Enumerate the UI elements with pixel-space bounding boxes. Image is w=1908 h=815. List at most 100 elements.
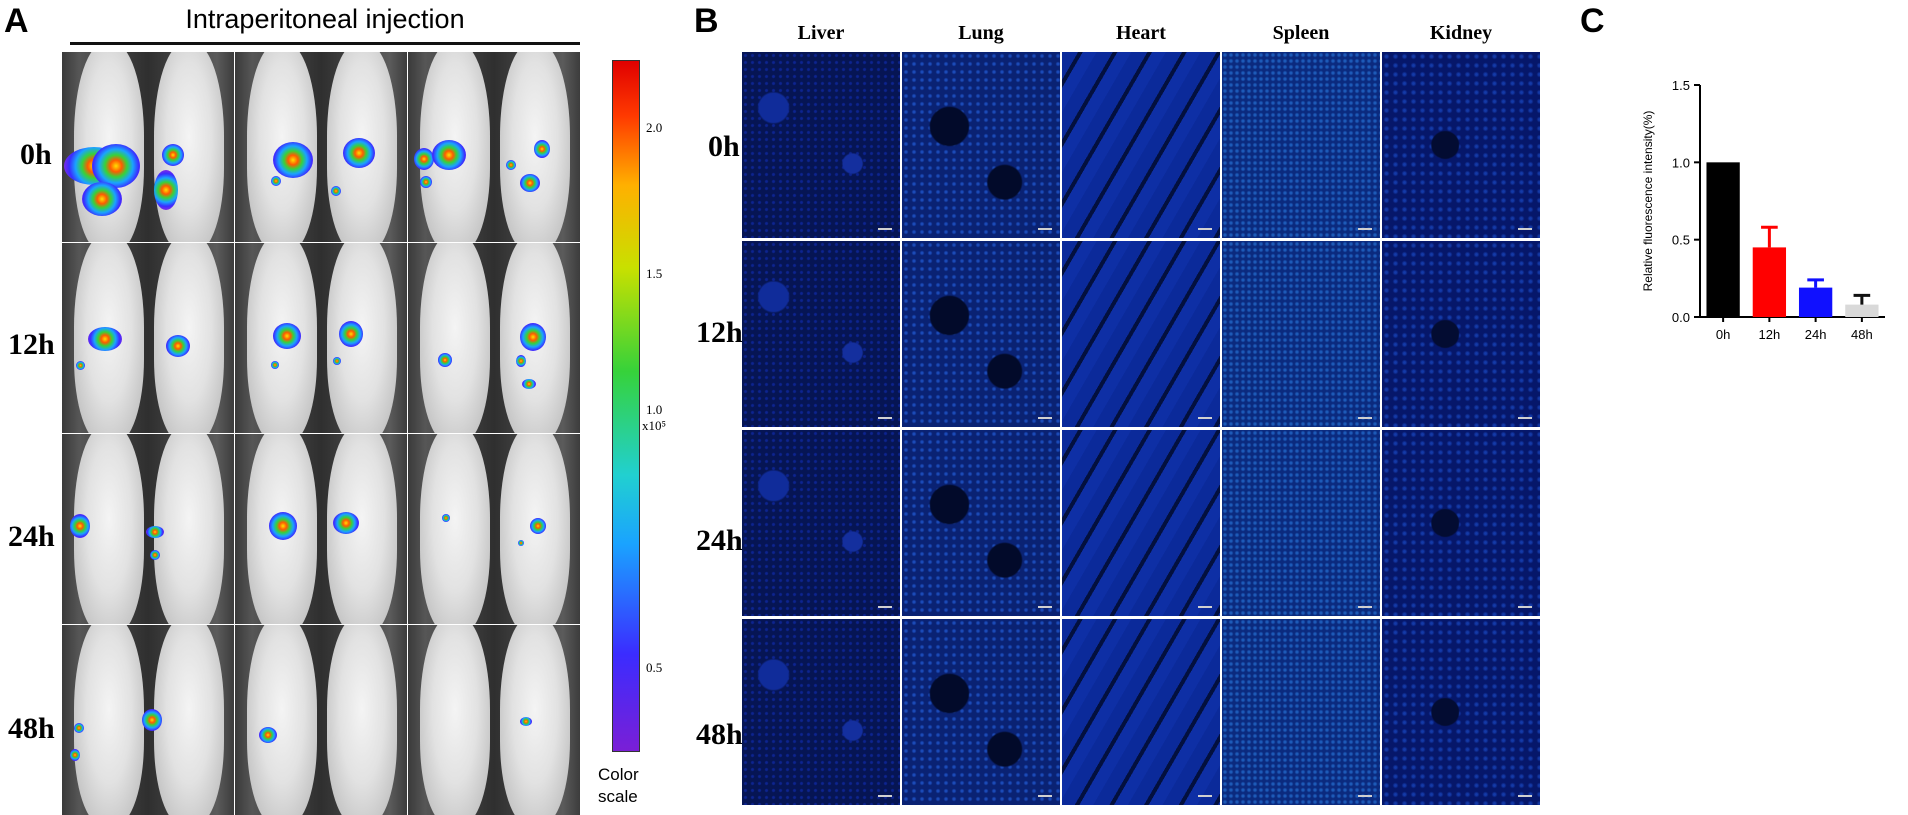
color-scale-tick: 2.0 [646, 120, 663, 135]
fluorescence-signal [333, 357, 341, 365]
fluorescence-signal [442, 514, 450, 522]
tissue-section-liver-24h [742, 430, 900, 616]
color-scale-tick: 0.5 [646, 660, 663, 675]
panel-a-row-label-0h: 0h [20, 138, 52, 171]
mouse-image [235, 625, 407, 815]
fluorescence-signal [92, 144, 140, 188]
panel-a-letter: A [4, 2, 29, 40]
tissue-section-heart-12h [1062, 241, 1220, 427]
mouse-image [408, 434, 580, 624]
color-scale-tick: 1.0 [646, 402, 663, 417]
panel-b-row-label-0h: 0h [708, 130, 740, 163]
mouse-body [154, 434, 224, 624]
panel-a-title: Intraperitoneal injection [185, 4, 465, 34]
y-tick-label: 1.5 [1672, 78, 1690, 93]
tissue-section-heart-24h [1062, 430, 1220, 616]
tissue-column-label-kidney: Kidney [1429, 22, 1493, 44]
fluorescence-signal [154, 170, 178, 210]
tissue-section-liver-12h [742, 241, 900, 427]
fluorescence-signal [259, 727, 277, 743]
fluorescence-signal [70, 514, 90, 538]
bar-12h [1752, 247, 1787, 317]
fluorescence-signal [518, 540, 524, 546]
tissue-section-liver-0h [742, 52, 900, 238]
color-scale-bar [612, 60, 640, 752]
x-tick-label: 0h [1716, 327, 1730, 342]
mouse-body [247, 625, 317, 815]
panel-c-letter: C [1580, 2, 1605, 40]
mouse-body [420, 625, 490, 815]
bar-48h [1845, 304, 1879, 317]
panel-a-row-label-12h: 12h [8, 328, 55, 361]
tissue-section-kidney-24h [1382, 430, 1540, 616]
bar-0h [1706, 162, 1740, 317]
fluorescence-signal [70, 749, 80, 761]
tissue-section-spleen-0h [1222, 52, 1380, 238]
tissue-section-lung-0h [902, 52, 1060, 238]
mouse-image [408, 625, 580, 815]
panel-b-row-label-24h: 24h [696, 524, 743, 557]
tissue-section-kidney-12h [1382, 241, 1540, 427]
mouse-image [62, 52, 234, 242]
mouse-body [74, 625, 144, 815]
fluorescence-signal [534, 140, 550, 158]
fluorescence-signal [331, 186, 341, 196]
fluorescence-signal [420, 176, 432, 188]
mouse-body [154, 243, 224, 433]
mouse-image [235, 52, 407, 242]
fluorescence-signal [76, 361, 85, 370]
fluorescence-signal [530, 518, 546, 534]
color-scale-label-line1: Color [598, 765, 639, 784]
fluorescence-signal [520, 717, 532, 726]
mouse-body [420, 434, 490, 624]
mouse-body [154, 625, 224, 815]
mouse-image [235, 434, 407, 624]
panel-a-row-label-48h: 48h [8, 712, 55, 745]
relative-fluorescence-bar-chart: 0.0 0.5 1.0 1.5 Relative fluorescence intens… [1641, 78, 1885, 342]
fluorescence-signal [432, 140, 466, 170]
fluorescence-signal [273, 323, 301, 349]
tissue-column-label-liver: Liver [797, 22, 845, 44]
fluorescence-signal [150, 550, 160, 560]
tissue-section-spleen-48h [1222, 619, 1380, 805]
mouse-body [420, 243, 490, 433]
tissue-section-liver-48h [742, 619, 900, 805]
tissue-section-lung-12h [902, 241, 1060, 427]
fluorescence-signal [162, 144, 184, 166]
fluorescence-signal [166, 335, 190, 357]
color-scale-exponent: x10⁵ [642, 418, 667, 433]
panel-a-title-rule [70, 42, 580, 45]
tissue-section-spleen-24h [1222, 430, 1380, 616]
tissue-column-label-lung: Lung [958, 22, 1004, 44]
y-axis-label: Relative fluorescence intensity(%) [1641, 111, 1655, 292]
y-tick-label: 0.0 [1672, 310, 1690, 325]
x-tick-label: 24h [1805, 327, 1827, 342]
panel-b-row-label-48h: 48h [696, 718, 743, 751]
tissue-section-kidney-0h [1382, 52, 1540, 238]
color-scale-tick: 1.5 [646, 266, 663, 281]
fluorescence-signal [438, 353, 452, 367]
y-tick-label: 0.5 [1672, 233, 1690, 248]
y-tick-label: 1.0 [1672, 155, 1690, 170]
fluorescence-signal [520, 174, 540, 192]
fluorescence-signal [522, 379, 536, 389]
x-tick-label: 48h [1851, 327, 1873, 342]
mouse-image [235, 243, 407, 433]
tissue-column-label-spleen: Spleen [1272, 22, 1330, 44]
fluorescence-signal [146, 526, 164, 538]
mouse-image [408, 52, 580, 242]
tissue-section-grid [742, 52, 1544, 810]
fluorescence-signal [516, 355, 526, 367]
mouse-body [327, 625, 397, 815]
color-scale-label-line2: scale [598, 787, 638, 806]
fluorescence-signal [269, 512, 297, 540]
x-tick-label: 12h [1759, 327, 1781, 342]
mouse-image [408, 243, 580, 433]
fluorescence-signal [414, 148, 434, 170]
fluorescence-signal [82, 182, 122, 216]
bar-24h [1798, 287, 1833, 317]
fluorescence-signal [271, 361, 279, 369]
fluorescence-signal [273, 142, 313, 178]
fluorescence-signal [142, 709, 162, 731]
fluorescence-signal [343, 138, 375, 168]
